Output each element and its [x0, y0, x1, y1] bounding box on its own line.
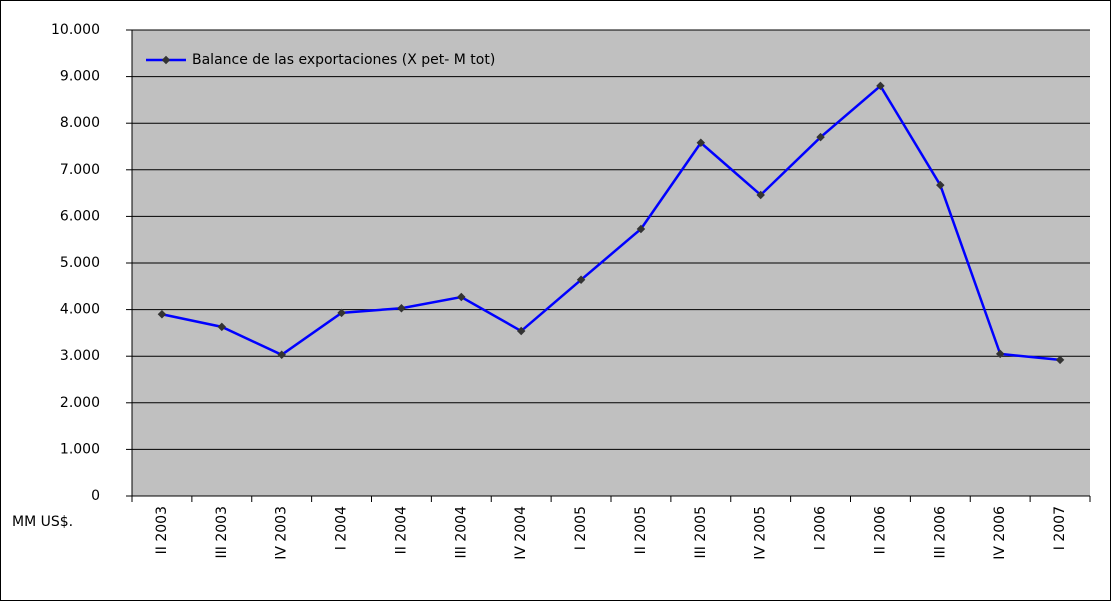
series-marker — [576, 275, 586, 285]
x-tick-label: I 2006 — [813, 506, 829, 550]
y-tick-label: 2.000 — [60, 395, 100, 411]
y-tick-label: 7.000 — [60, 162, 100, 178]
series-marker — [397, 303, 406, 313]
x-tick-label: IV 2003 — [274, 506, 290, 560]
y-tick-label: 0 — [91, 488, 100, 504]
series-marker — [1055, 355, 1065, 365]
x-tick-label: III 2005 — [693, 506, 709, 558]
x-tick-label: IV 2006 — [992, 506, 1008, 560]
y-axis-label: MM US$. — [12, 514, 73, 530]
series-marker — [516, 326, 526, 336]
y-tick-label: 8.000 — [60, 115, 100, 131]
series-marker — [277, 350, 286, 360]
y-tick-label: 3.000 — [60, 348, 100, 364]
legend-marker — [161, 55, 171, 65]
x-tick-label: II 2006 — [872, 506, 888, 554]
y-tick-label: 6.000 — [60, 208, 100, 224]
y-tick-label: 1.000 — [60, 441, 100, 457]
y-tick-label: 5.000 — [60, 255, 100, 271]
x-tick-label: IV 2005 — [753, 506, 769, 560]
x-tick-label: III 2004 — [453, 506, 469, 559]
x-tick-label: I 2004 — [334, 506, 350, 550]
x-tick-label: II 2004 — [393, 506, 409, 554]
x-tick-label: II 2003 — [154, 506, 170, 554]
x-tick-label: I 2007 — [1052, 506, 1068, 550]
series-marker — [217, 322, 227, 332]
y-tick-label: 10.000 — [51, 22, 100, 38]
x-tick-label: IV 2004 — [513, 506, 529, 560]
x-tick-label: II 2005 — [633, 506, 649, 554]
legend-label: Balance de las exportaciones (X pet- M t… — [192, 52, 495, 68]
series-marker — [157, 310, 167, 319]
series-marker — [337, 308, 346, 318]
x-tick-label: III 2003 — [214, 506, 230, 558]
x-tick-label: I 2005 — [573, 506, 589, 550]
y-tick-label: 4.000 — [60, 302, 100, 318]
series-marker — [457, 292, 466, 302]
x-tick-label: III 2006 — [932, 506, 948, 559]
series-line — [161, 84, 1061, 362]
y-tick-label: 9.000 — [60, 69, 100, 85]
series-marker — [995, 349, 1005, 359]
